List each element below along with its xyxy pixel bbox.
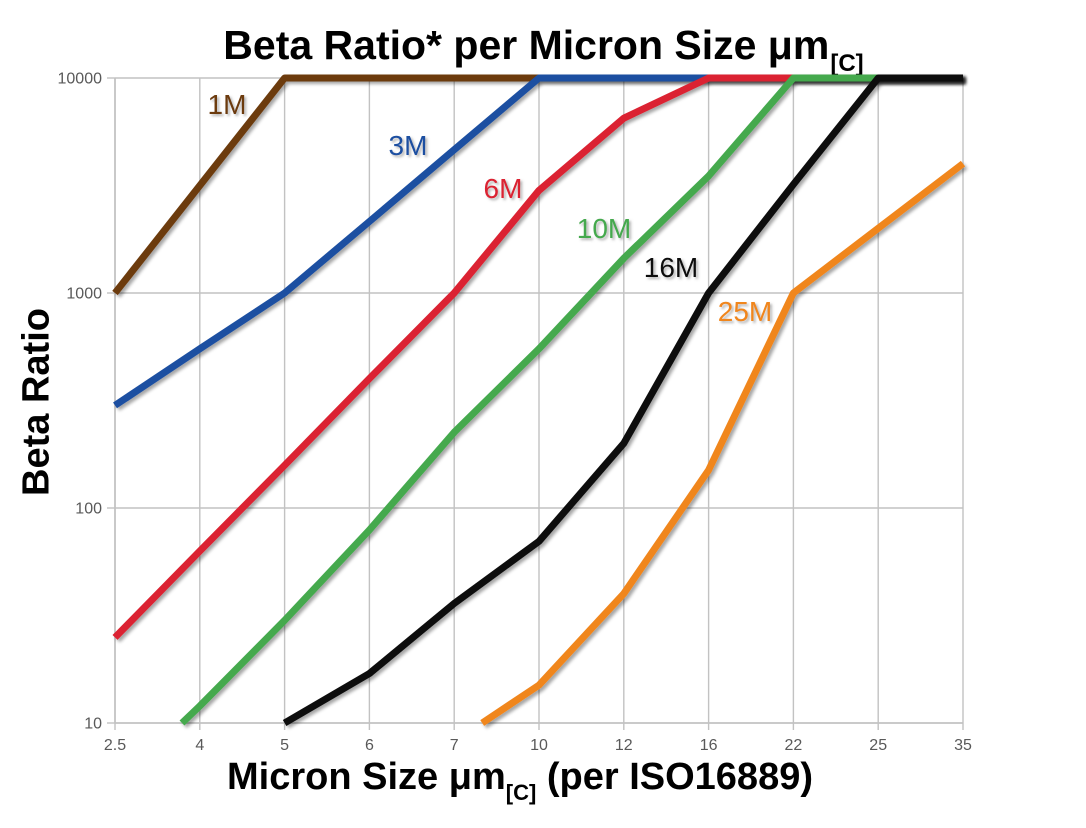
x-tick-label: 7 (450, 737, 459, 754)
y-tick-label: 10 (84, 716, 102, 733)
x-axis-title-subscript: [C] (505, 780, 537, 805)
x-tick-label: 16 (700, 737, 718, 754)
x-axis-title-suffix: (per ISO16889) (536, 756, 813, 798)
x-tick-label: 4 (195, 737, 204, 754)
x-tick-label: 25 (869, 737, 887, 754)
series-label-6M: 6M (484, 173, 523, 204)
series-label-25M: 25M (718, 296, 772, 327)
series-label-3M: 3M (389, 130, 428, 161)
x-tick-label: 5 (280, 737, 289, 754)
x-tick-label: 35 (954, 737, 972, 754)
series-label-1M: 1M (208, 89, 247, 120)
chart-title-main: Beta Ratio* per Micron Size μm (223, 22, 830, 68)
x-axis-title-main: Micron Size μm (227, 756, 506, 798)
x-tick-label: 2.5 (104, 737, 126, 754)
x-tick-label: 10 (530, 737, 548, 754)
series-label-16M: 16M (644, 252, 698, 283)
y-axis-title: Beta Ratio (15, 308, 58, 496)
y-tick-label: 100 (75, 501, 102, 518)
series-line-16M (282, 74, 963, 727)
series-line-10M (179, 74, 963, 726)
x-axis-title: Micron Size μm[C] (per ISO16889) (0, 756, 1040, 805)
series-line-6M (112, 74, 963, 640)
x-tick-label: 6 (365, 737, 374, 754)
series-line-25M (480, 160, 966, 726)
chart-title: Beta Ratio* per Micron Size μm[C] (0, 22, 1086, 77)
x-tick-label: 12 (615, 737, 633, 754)
series-line-3M (113, 74, 963, 409)
x-tick-label: 22 (785, 737, 803, 754)
series-label-10M: 10M (577, 213, 631, 244)
chart-title-subscript: [C] (830, 50, 864, 77)
y-tick-label: 1000 (66, 286, 102, 303)
y-tick-label: 10000 (58, 71, 103, 88)
